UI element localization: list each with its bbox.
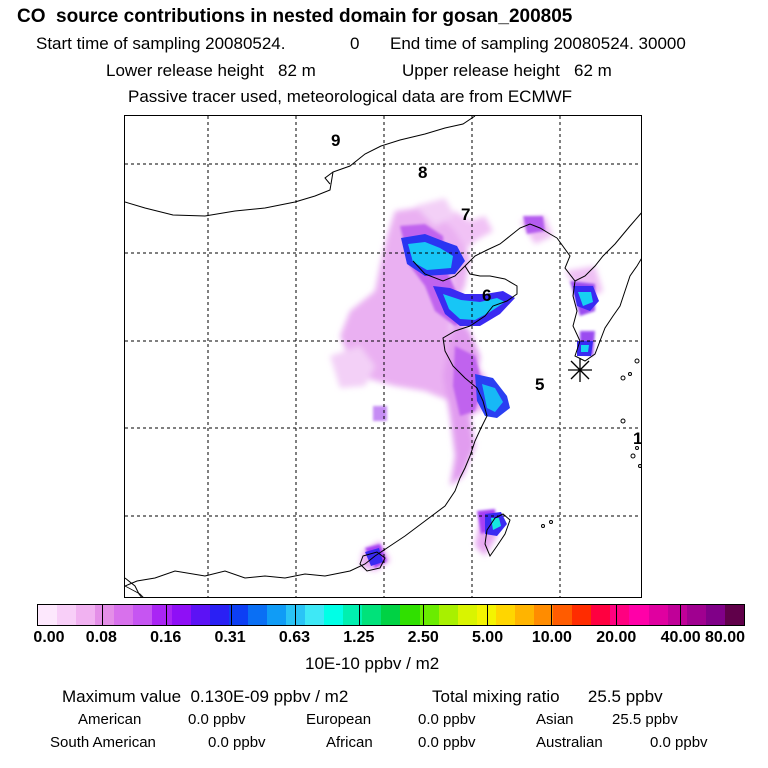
colorbar-tick-label: 0.08: [85, 629, 117, 646]
colorbar-segment: [324, 605, 344, 625]
plot-title: CO source contributions in nested domain…: [17, 6, 573, 27]
colorbar-divider: [230, 605, 232, 625]
colorbar-segment: [114, 605, 134, 625]
lower-release-height: Lower release height 82 m: [106, 61, 316, 80]
region-value-south-american: 0.0 ppbv: [208, 734, 266, 751]
lat-lon-grid: [125, 116, 641, 597]
hotspot-korea: [573, 286, 599, 356]
colorbar-segment: [76, 605, 96, 625]
colorbar-segment: [362, 605, 382, 625]
colorbar-segment: [247, 605, 267, 625]
colorbar-tick-label: 0.00: [33, 629, 65, 646]
receptor-asterisk-marker: [568, 358, 592, 382]
tracer-note: Passive tracer used, meteorological data…: [128, 87, 573, 106]
colorbar: [37, 604, 745, 626]
upper-release-height: Upper release height 62 m: [402, 61, 612, 80]
trajectory-label-8: 8: [418, 163, 427, 182]
total-mixing-text: Total mixing ratio 25.5 ppbv: [432, 687, 663, 706]
colorbar-segment: [553, 605, 573, 625]
colorbar-divider: [615, 605, 617, 625]
colorbar-divider: [679, 605, 681, 625]
region-value-american: 0.0 ppbv: [188, 711, 246, 728]
colorbar-tick-label: 5.00: [471, 629, 504, 646]
colorbar-segment: [38, 605, 58, 625]
country-borders: [125, 585, 144, 597]
start-time-extra: 0: [350, 34, 360, 53]
colorbar-segment: [57, 605, 77, 625]
colorbar-tick-label: 2.50: [407, 629, 439, 646]
colorbar-segment: [476, 605, 496, 625]
colorbar-divider: [551, 605, 553, 625]
trajectory-label-9: 9: [331, 131, 340, 150]
colorbar-divider: [423, 605, 425, 625]
colorbar-segment: [305, 605, 325, 625]
colorbar-tick-label: 0.63: [278, 629, 311, 646]
colorbar-tick-label: 80.00: [704, 629, 746, 646]
colorbar-tick-label: 20.00: [596, 629, 637, 646]
colorbar-segment: [95, 605, 115, 625]
colorbar-segment: [419, 605, 439, 625]
trajectory-labels: 9 8 7 6 5 1: [331, 131, 642, 448]
colorbar-units: 10E-10 ppbv / m2: [305, 654, 440, 673]
trajectory-label-5: 5: [535, 375, 544, 394]
colorbar-segment: [648, 605, 668, 625]
colorbar-tick-label: 1.25: [343, 629, 375, 646]
colorbar-divider: [102, 605, 104, 625]
map-panel: 9 8 7 6 5 1: [124, 115, 642, 598]
small-islands: [541, 358, 641, 528]
colorbar-segment: [133, 605, 153, 625]
colorbar-segment: [724, 605, 744, 625]
colorbar-segment: [686, 605, 706, 625]
region-name-australian: Australian: [536, 734, 603, 751]
colorbar-segment: [534, 605, 554, 625]
start-time-label: Start time of sampling 20080524.: [36, 34, 286, 53]
region-value-asian: 25.5 ppbv: [612, 711, 678, 728]
colorbar-tick-label: 10.00: [531, 629, 572, 646]
hotspot-shanghai: [475, 374, 510, 418]
colorbar-tick-label: 0.31: [214, 629, 246, 646]
colorbar-segment: [152, 605, 172, 625]
trajectory-label-6: 6: [482, 286, 491, 305]
colorbar-segment: [190, 605, 210, 625]
colorbar-divider: [358, 605, 360, 625]
colorbar-segment: [171, 605, 191, 625]
colorbar-segment: [667, 605, 687, 625]
colorbar-segment: [572, 605, 592, 625]
map-canvas: 9 8 7 6 5 1: [125, 116, 642, 597]
region-value-european: 0.0 ppbv: [418, 711, 476, 728]
region-name-european: European: [306, 711, 372, 728]
region-name-american: American: [78, 711, 142, 728]
region-name-asian: Asian: [536, 711, 574, 728]
colorbar-segment: [266, 605, 287, 625]
colorbar-divider: [487, 605, 489, 625]
end-time-label: End time of sampling 20080524. 30000: [390, 34, 686, 53]
max-value-text: Maximum value 0.130E-09 ppbv / m2: [62, 687, 349, 706]
colorbar-segment: [209, 605, 229, 625]
region-value-australian: 0.0 ppbv: [650, 734, 708, 751]
colorbar-segment: [610, 605, 630, 625]
colorbar-segment: [591, 605, 611, 625]
colorbar-segment: [514, 605, 535, 625]
colorbar-segment: [228, 605, 248, 625]
colorbar-segment: [438, 605, 458, 625]
colorbar-segment: [629, 605, 649, 625]
colorbar-divider: [294, 605, 296, 625]
region-name-south-american: South American: [50, 734, 156, 751]
coastlines: [125, 116, 641, 597]
colorbar-segment: [495, 605, 515, 625]
region-name-african: African: [326, 734, 373, 751]
colorbar-segment: [457, 605, 477, 625]
hotspot-tianjin: [433, 286, 515, 326]
colorbar-segment: [705, 605, 725, 625]
colorbar-segment: [343, 605, 363, 625]
trajectory-label-1: 1: [633, 429, 642, 448]
trajectory-label-7: 7: [461, 205, 470, 224]
colorbar-segment: [381, 605, 401, 625]
colorbar-segment: [400, 605, 420, 625]
colorbar-divider: [166, 605, 168, 625]
region-value-african: 0.0 ppbv: [418, 734, 476, 751]
colorbar-tick-label: 0.16: [150, 629, 182, 646]
colorbar-tick-label: 40.00: [660, 629, 701, 646]
